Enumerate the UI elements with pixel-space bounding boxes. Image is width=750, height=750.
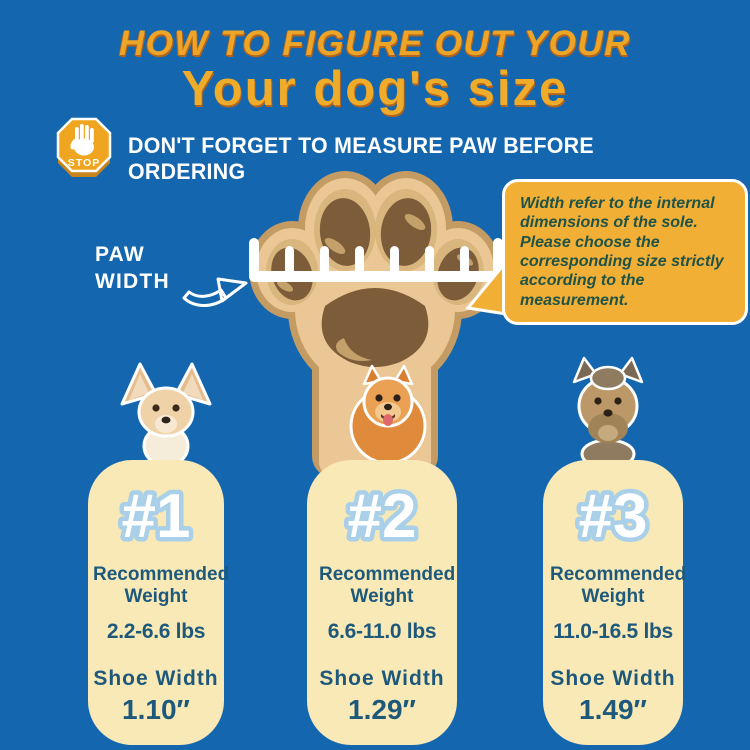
shoe-width-value: 1.29″ <box>348 693 416 725</box>
recommended-weight-label: Recommended Weight <box>550 564 687 607</box>
size-rank-2: #2 <box>343 478 421 555</box>
shoe-width-value: 1.49″ <box>579 693 647 725</box>
shoe-width-label: Shoe Width <box>319 666 445 690</box>
svg-text:#3: #3 <box>579 482 648 551</box>
width-tooltip-bubble: Width refer to the internal dimensions o… <box>502 179 748 326</box>
measure-notice: DON'T FORGET TO MEASURE PAW BEFORE ORDER… <box>128 133 594 184</box>
paw-width-label: PAW WIDTH <box>95 243 170 293</box>
weight-range-value: 11.0-16.5 lbs <box>553 619 673 643</box>
page-title-line1: HOW TO FIGURE OUT YOUR <box>119 24 631 63</box>
size-card-3: #3 Recommended Weight 11.0-16.5 lbs Shoe… <box>543 460 687 745</box>
svg-text:#2: #2 <box>348 482 417 551</box>
size-card-1: #1 Recommended Weight 2.2-6.6 lbs Shoe W… <box>88 460 230 745</box>
shoe-width-label: Shoe Width <box>550 666 676 690</box>
size-rank-3: #3 <box>574 478 652 555</box>
size-card-2: #2 Recommended Weight 6.6-11.0 lbs Shoe … <box>307 460 457 745</box>
curved-arrow-icon <box>182 277 248 307</box>
recommended-weight-label: Recommended Weight <box>93 564 230 607</box>
weight-range-value: 6.6-11.0 lbs <box>327 619 437 643</box>
size-rank-1: #1 <box>117 478 195 555</box>
dog-photo-chihuahua <box>120 362 212 464</box>
dog-photo-pomeranian <box>349 364 427 464</box>
weight-range-value: 2.2-6.6 lbs <box>106 619 206 643</box>
stop-hand-icon <box>70 124 94 156</box>
svg-text:#1: #1 <box>122 482 191 551</box>
stop-sign-icon: STOP <box>56 117 112 177</box>
page-title-line2: Your dog's size <box>181 62 569 116</box>
shoe-width-value: 1.10″ <box>122 693 190 725</box>
dog-photo-yorkshire-terrier <box>572 356 644 464</box>
stop-sign-label: STOP <box>68 157 100 169</box>
shoe-width-label: Shoe Width <box>93 666 219 690</box>
recommended-weight-label: Recommended Weight <box>319 564 456 607</box>
